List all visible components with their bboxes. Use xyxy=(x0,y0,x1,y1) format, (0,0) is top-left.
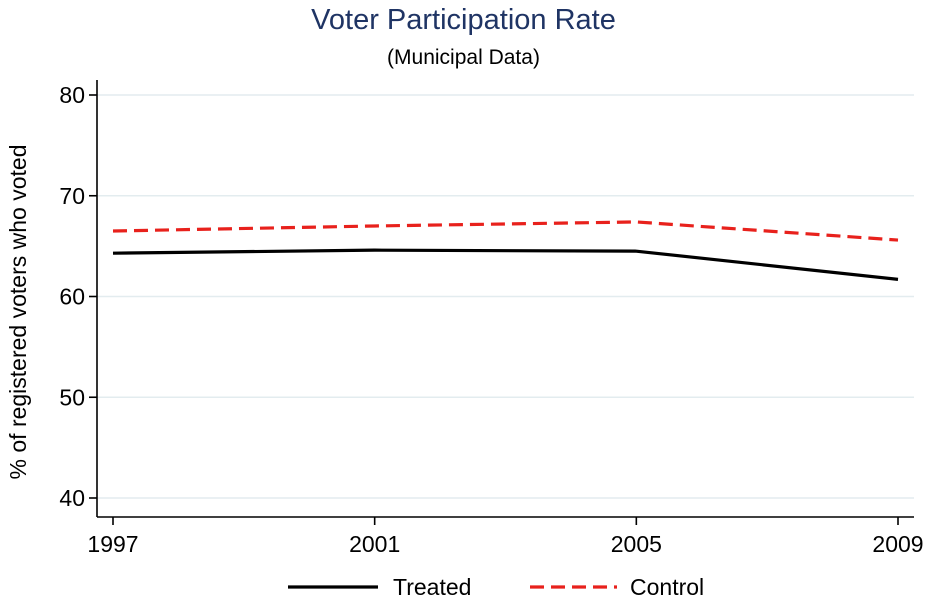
x-tick-label: 1997 xyxy=(87,531,138,557)
x-tick-label: 2009 xyxy=(872,531,923,557)
x-tick-label: 2001 xyxy=(349,531,400,557)
chart-subtitle: (Municipal Data) xyxy=(387,46,540,69)
legend-label-control: Control xyxy=(630,574,704,600)
y-tick-label: 40 xyxy=(59,485,85,511)
axes: 40 50 60 70 80 1997 2001 2005 2009 xyxy=(59,80,924,557)
grid xyxy=(97,94,914,499)
y-tick-label: 80 xyxy=(59,82,85,108)
y-tick-label: 60 xyxy=(59,284,85,310)
series-line-treated xyxy=(112,248,899,281)
series-line-control xyxy=(112,220,899,242)
y-axis-title: % of registered voters who voted xyxy=(5,145,31,480)
legend: Treated Control xyxy=(288,574,704,600)
y-tick-label: 50 xyxy=(59,384,85,410)
x-tick-label: 2005 xyxy=(611,531,662,557)
legend-label-treated: Treated xyxy=(393,574,471,600)
series-lines xyxy=(112,220,899,281)
chart-title: Voter Participation Rate xyxy=(311,4,616,36)
y-tick-label: 70 xyxy=(59,183,85,209)
